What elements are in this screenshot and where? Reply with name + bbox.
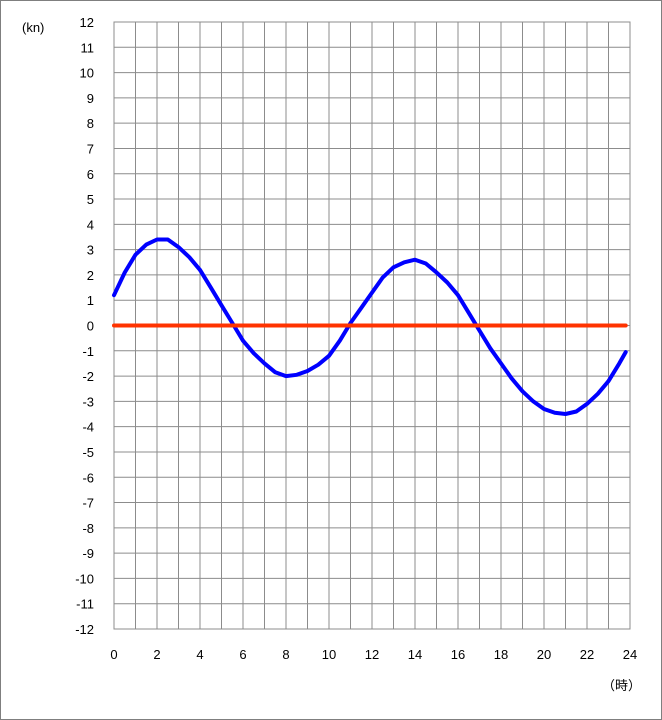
x-tick-label: 24 bbox=[623, 647, 637, 662]
y-tick-label: -2 bbox=[82, 369, 94, 384]
y-tick-label: -1 bbox=[82, 344, 94, 359]
y-tick-label: 9 bbox=[87, 91, 94, 106]
y-tick-label: 6 bbox=[87, 167, 94, 182]
y-tick-label: 0 bbox=[87, 319, 94, 334]
x-tick-label: 20 bbox=[537, 647, 551, 662]
x-tick-label: 6 bbox=[239, 647, 246, 662]
y-tick-label: -7 bbox=[82, 496, 94, 511]
y-axis: 1211109876543210-1-2-3-4-5-6-7-8-9-10-11… bbox=[75, 15, 94, 637]
x-tick-label: 4 bbox=[196, 647, 203, 662]
y-tick-label: -6 bbox=[82, 470, 94, 485]
y-tick-label: 3 bbox=[87, 243, 94, 258]
x-axis: 0 2 4 6 8 10 12 14 16 18 20 22 24 bbox=[110, 647, 637, 662]
x-tick-label: 22 bbox=[580, 647, 594, 662]
y-tick-label: 2 bbox=[87, 268, 94, 283]
x-tick-label: 12 bbox=[365, 647, 379, 662]
y-tick-label: 5 bbox=[87, 192, 94, 207]
y-tick-label: 12 bbox=[80, 15, 94, 30]
x-tick-label: 10 bbox=[322, 647, 336, 662]
y-tick-label: -5 bbox=[82, 445, 94, 460]
y-tick-label: 8 bbox=[87, 116, 94, 131]
x-tick-label: 14 bbox=[408, 647, 422, 662]
y-tick-label: -8 bbox=[82, 521, 94, 536]
y-tick-label: 4 bbox=[87, 217, 94, 232]
y-tick-label: -9 bbox=[82, 546, 94, 561]
x-tick-label: 2 bbox=[153, 647, 160, 662]
x-tick-label: 0 bbox=[110, 647, 117, 662]
x-tick-label: 8 bbox=[282, 647, 289, 662]
x-axis-label: （時） bbox=[602, 678, 641, 693]
x-tick-label: 18 bbox=[494, 647, 508, 662]
y-axis-label: (kn) bbox=[22, 20, 44, 35]
y-tick-label: -3 bbox=[82, 394, 94, 409]
y-tick-label: 11 bbox=[81, 40, 95, 55]
y-tick-label: 1 bbox=[87, 293, 94, 308]
y-tick-label: 7 bbox=[87, 141, 94, 156]
series-line-current bbox=[112, 237, 628, 416]
plot-area bbox=[112, 237, 628, 416]
y-tick-label: -4 bbox=[82, 420, 94, 435]
y-tick-label: -12 bbox=[75, 622, 94, 637]
y-tick-label: 10 bbox=[80, 66, 94, 81]
y-tick-label: -10 bbox=[75, 571, 94, 586]
y-tick-label: -11 bbox=[76, 597, 94, 612]
x-tick-label: 16 bbox=[451, 647, 465, 662]
